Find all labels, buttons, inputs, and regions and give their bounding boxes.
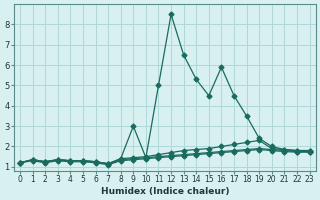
X-axis label: Humidex (Indice chaleur): Humidex (Indice chaleur) bbox=[100, 187, 229, 196]
